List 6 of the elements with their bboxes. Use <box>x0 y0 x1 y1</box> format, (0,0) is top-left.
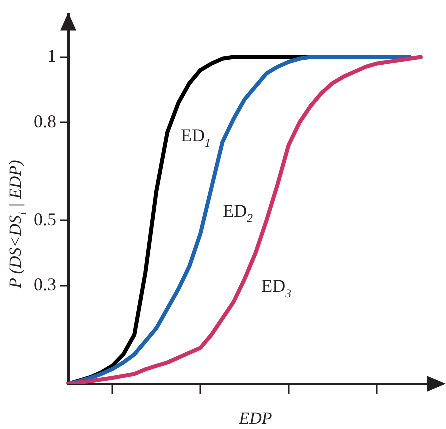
y-tick-label: 1 <box>48 46 56 66</box>
y-axis-title: P (DS<DSi | EDP) <box>6 160 30 290</box>
y-tick-label: 0.8 <box>34 111 56 132</box>
y-tick-label: 0.5 <box>34 209 56 230</box>
x-axis-title: EDP <box>238 409 272 428</box>
y-tick-label: 0.3 <box>34 274 56 295</box>
